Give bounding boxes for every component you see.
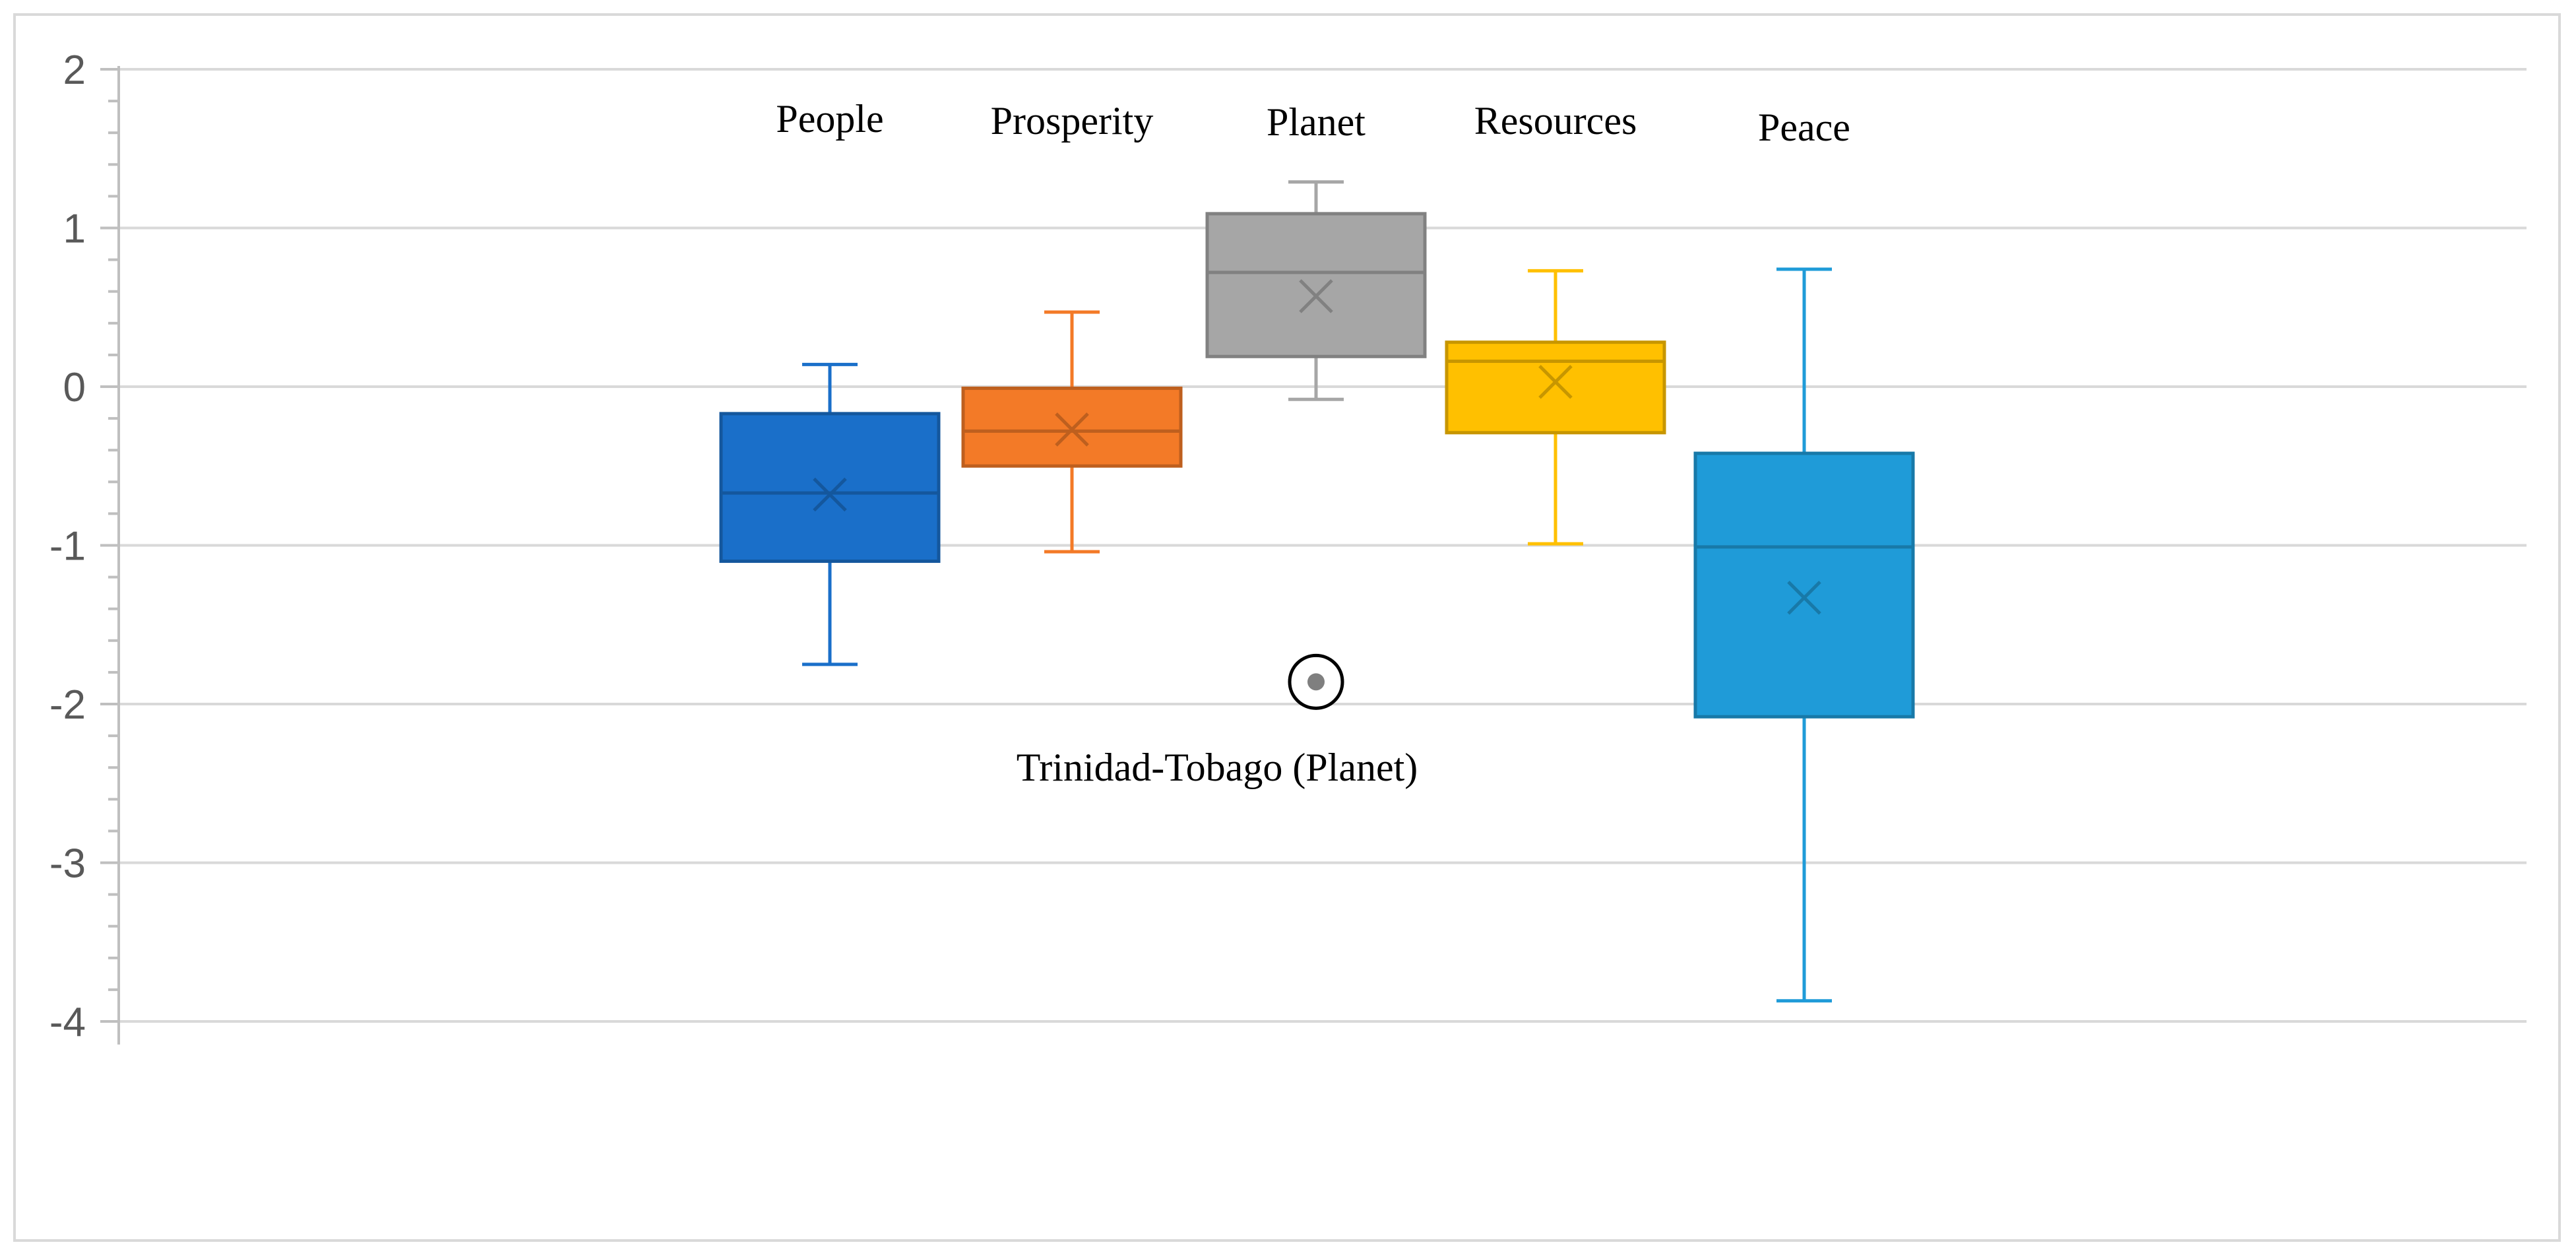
y-tick-label: 0 xyxy=(63,365,86,410)
y-tick-label: -2 xyxy=(49,682,86,728)
box-prosperity xyxy=(961,310,1183,554)
mean-marker xyxy=(1538,365,1573,399)
box-peace xyxy=(1693,267,1915,1003)
mean-marker xyxy=(1787,581,1821,615)
y-tick-label: -1 xyxy=(49,524,86,569)
iqr-box xyxy=(961,386,1183,468)
box-resources xyxy=(1445,269,1666,546)
iqr-box xyxy=(1205,212,1427,358)
mean-marker xyxy=(813,477,847,512)
mean-marker xyxy=(1055,412,1089,447)
y-tick-label: 2 xyxy=(63,48,86,93)
category-label-peace: Peace xyxy=(1758,106,1850,149)
iqr-box xyxy=(1693,451,1915,719)
y-tick-label: -4 xyxy=(49,1000,86,1045)
outlier-point xyxy=(1307,673,1325,691)
category-label-prosperity: Prosperity xyxy=(991,99,1154,143)
iqr-box xyxy=(719,412,941,564)
category-label-resources: Resources xyxy=(1474,99,1637,143)
category-labels: People Prosperity Planet Resources Peace xyxy=(776,97,1850,149)
y-axis: 2 1 0 -1 -2 -3 -4 xyxy=(49,48,120,1045)
category-label-people: People xyxy=(776,97,883,141)
box-series xyxy=(719,180,1915,1003)
category-label-planet: Planet xyxy=(1267,100,1366,144)
box-people xyxy=(719,362,941,666)
annotations: Trinidad-Tobago (Planet) xyxy=(1017,746,1418,789)
mean-marker xyxy=(1299,279,1333,313)
y-tick-label: 1 xyxy=(63,207,86,252)
y-tick-label: -3 xyxy=(49,841,86,887)
iqr-box xyxy=(1445,340,1666,435)
outlier-annotation: Trinidad-Tobago (Planet) xyxy=(1017,746,1418,789)
box-planet xyxy=(1205,180,1427,710)
